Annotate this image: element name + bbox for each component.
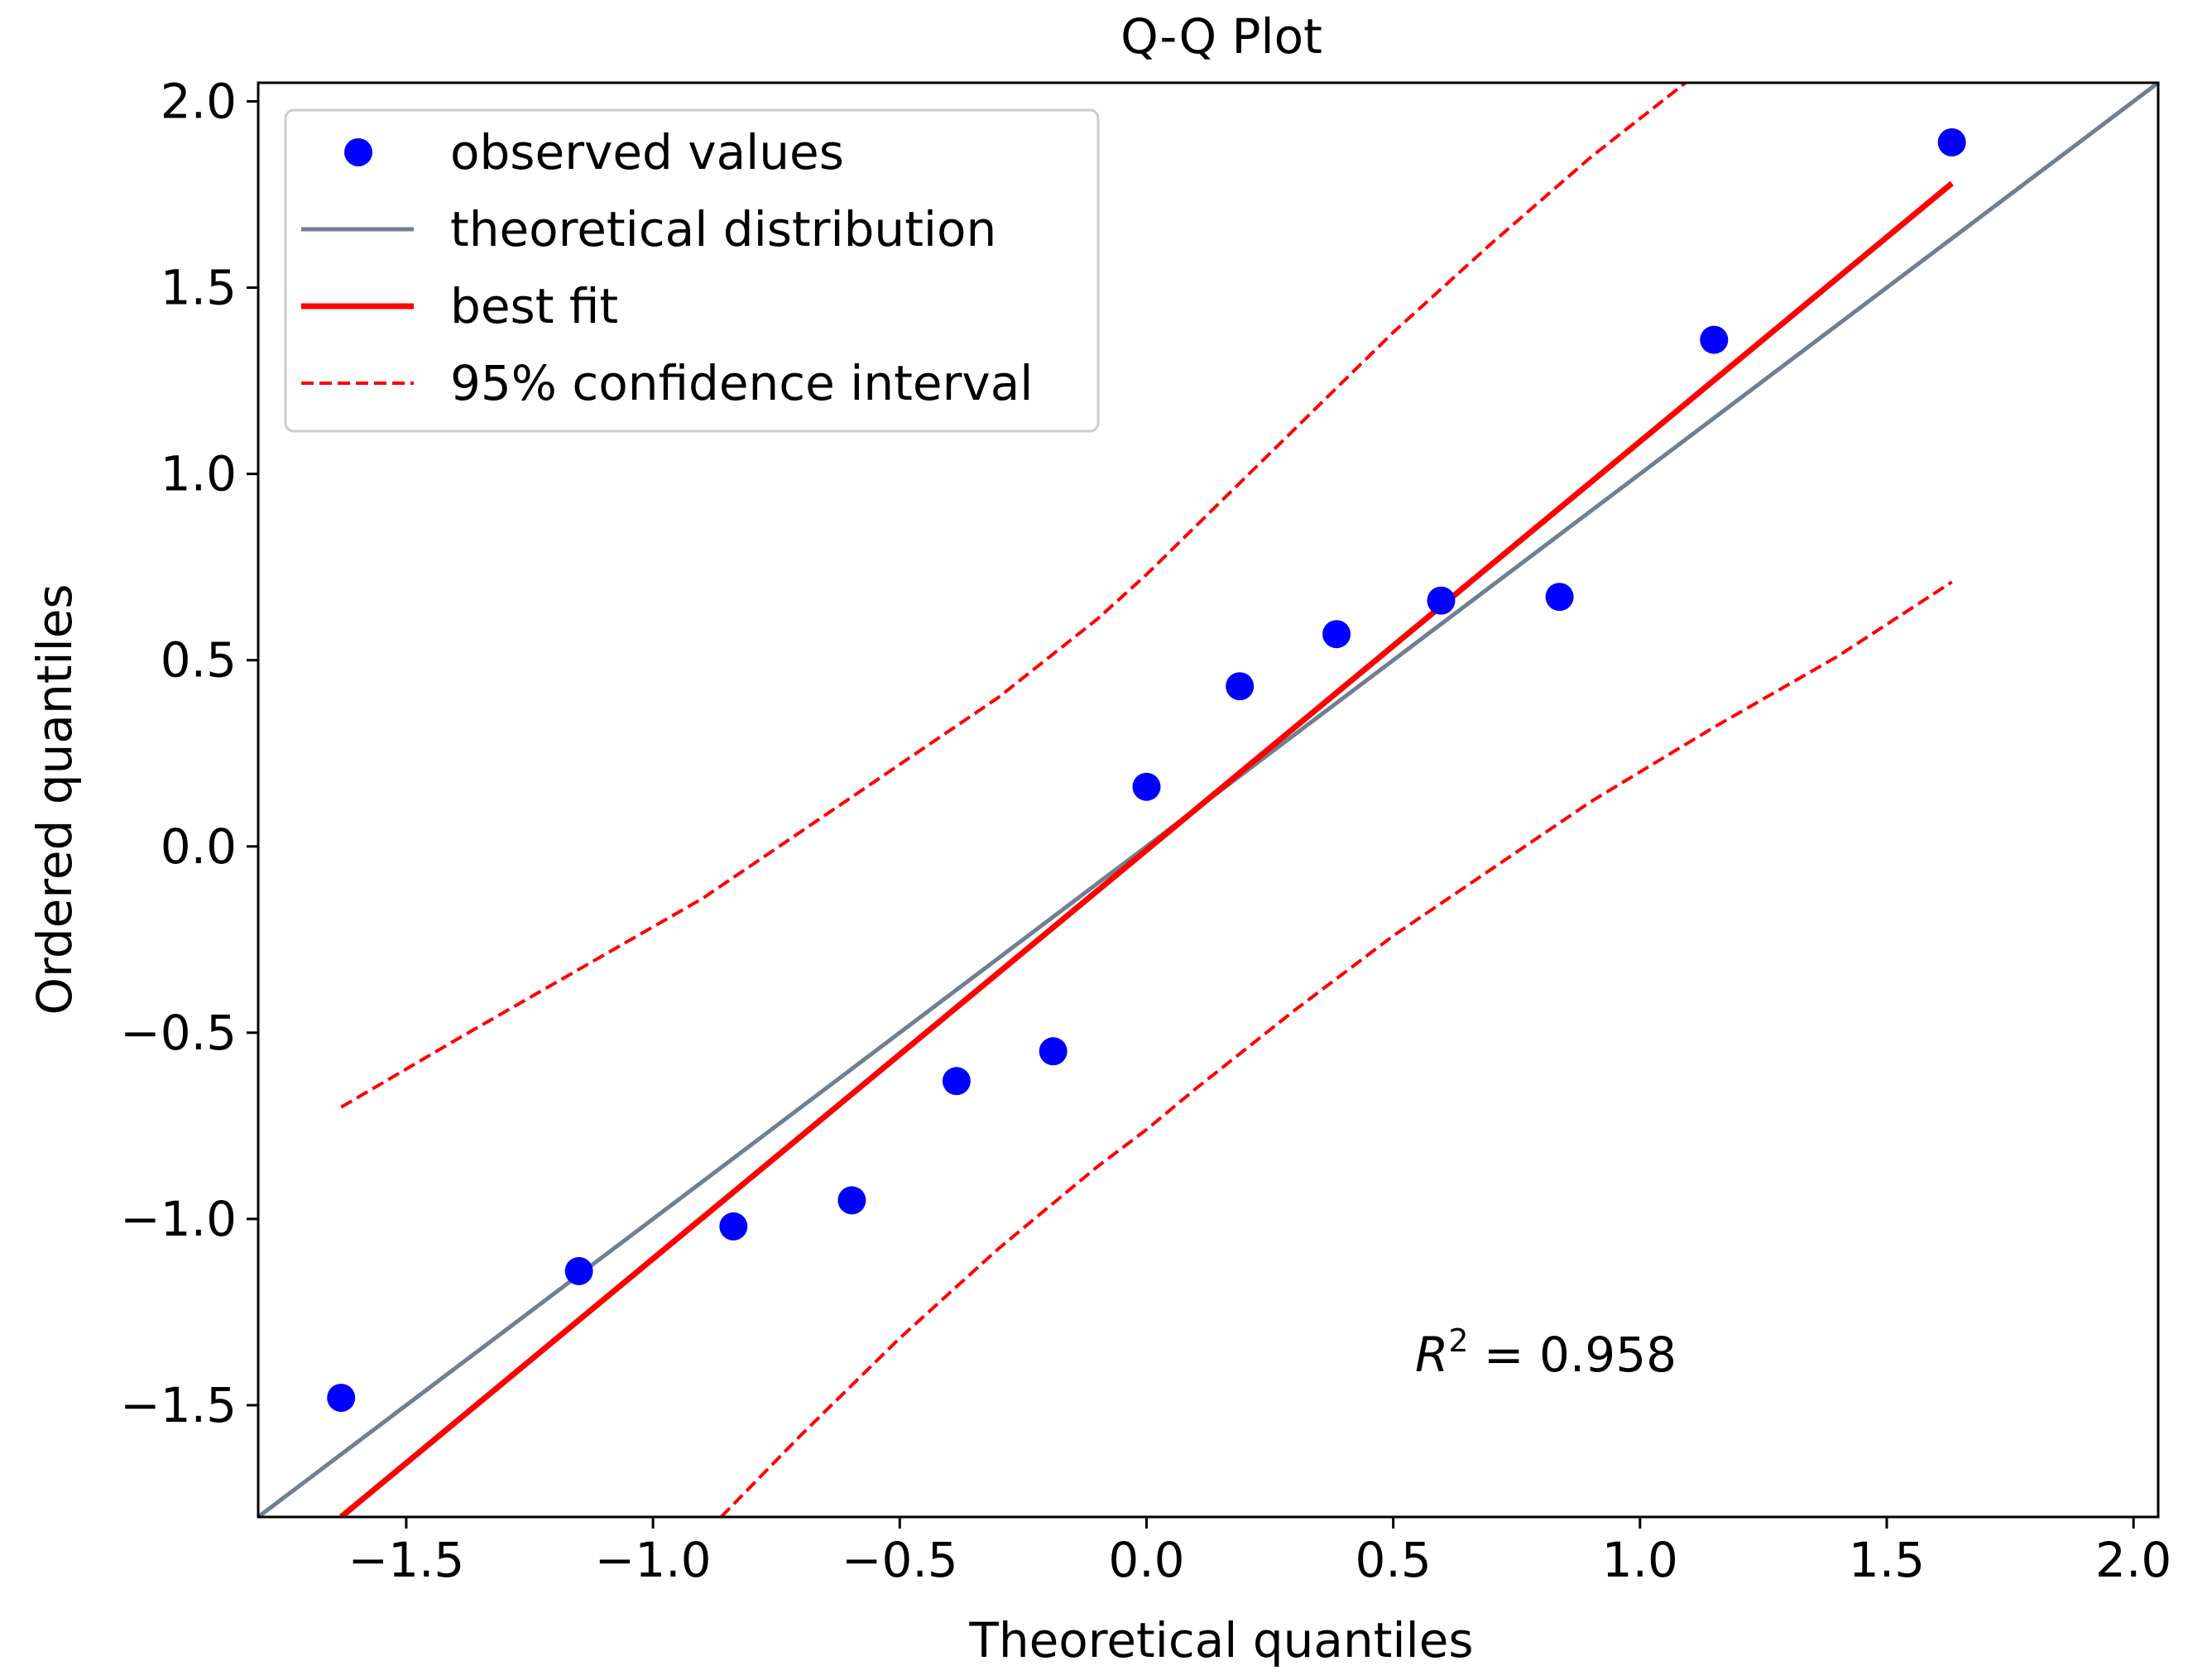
- points-layer: [327, 128, 1966, 1412]
- y-tick-label: 1.0: [161, 446, 237, 502]
- chart-title: Q-Q Plot: [1120, 8, 1322, 65]
- axes-frame: [257, 81, 2160, 1519]
- ci-lower-line: [719, 580, 1953, 1517]
- y-axis-label: Ordered quantiles: [26, 583, 83, 1015]
- observed-point: [719, 1212, 748, 1241]
- x-tick-label: −1.5: [348, 1532, 464, 1588]
- r-superscript: 2: [1448, 1322, 1468, 1359]
- y-tick-label: −1.5: [120, 1377, 237, 1433]
- observed-point: [942, 1067, 971, 1096]
- x-axis-label: Theoretical quantiles: [968, 1612, 1473, 1668]
- legend-label-confidence: 95% confidence interval: [450, 355, 1033, 411]
- legend: observed values theoretical distribution…: [284, 108, 1100, 433]
- y-tick-label: 2.0: [161, 74, 237, 130]
- x-tick-label: 1.0: [1602, 1532, 1678, 1588]
- x-tick-label: −1.0: [595, 1532, 712, 1588]
- legend-frame: [284, 108, 1100, 433]
- x-tick-label: 0.5: [1355, 1532, 1432, 1588]
- r-value: = 0.958: [1469, 1327, 1677, 1383]
- x-tick-label: 1.5: [1849, 1532, 1925, 1588]
- y-tick-label: 0.0: [161, 818, 237, 875]
- x-tick-label: 0.0: [1108, 1532, 1184, 1588]
- legend-label-best-fit: best fit: [450, 278, 618, 334]
- observed-point: [1132, 772, 1161, 801]
- observed-point: [564, 1256, 593, 1285]
- x-tick-label: 2.0: [2095, 1532, 2171, 1588]
- y-tick-label: 0.5: [161, 632, 237, 689]
- observed-point: [1700, 325, 1729, 354]
- y-tick-label: −1.0: [120, 1191, 237, 1247]
- x-ticks: −1.5 −1.0 −0.5 0.0 0.5 1.0 1.5 2.0: [348, 1517, 2171, 1588]
- legend-marker-observed: [344, 138, 372, 166]
- ci-upper-line: [340, 83, 1689, 1109]
- y-ticks: −1.5 −1.0 −0.5 0.0 0.5 1.0 1.5 2.0: [120, 74, 258, 1433]
- observed-point: [1322, 620, 1351, 649]
- legend-label-observed: observed values: [450, 124, 844, 180]
- observed-point: [837, 1186, 866, 1215]
- observed-point: [1937, 128, 1966, 156]
- observed-point: [1545, 583, 1574, 612]
- observed-point: [1427, 586, 1456, 615]
- y-tick-label: 1.5: [161, 260, 237, 316]
- y-tick-label: −0.5: [120, 1005, 237, 1061]
- observed-point: [327, 1384, 356, 1412]
- observed-point: [1226, 672, 1255, 701]
- r-symbol: R: [1415, 1327, 1448, 1383]
- observed-point: [1039, 1037, 1068, 1066]
- x-tick-label: −0.5: [842, 1532, 958, 1588]
- legend-label-theoretical: theoretical distribution: [450, 201, 996, 257]
- best-fit-line: [338, 180, 1954, 1517]
- r-squared-annotation: R2 = 0.958: [1415, 1322, 1677, 1383]
